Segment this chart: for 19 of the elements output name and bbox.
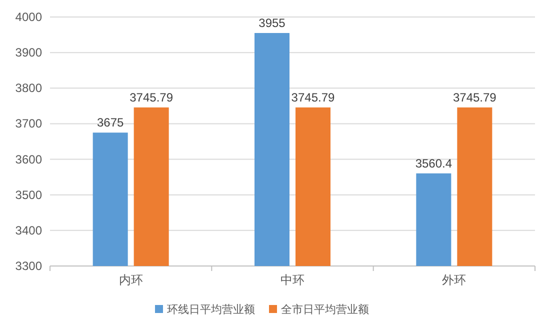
x-tick-label: 中环 [280,273,304,287]
data-label: 3745.79 [130,90,174,104]
y-tick-label: 3500 [15,188,42,202]
data-label: 3955 [258,16,286,30]
y-tick-label: 3700 [15,116,42,131]
data-label: 3675 [96,116,124,130]
data-label: 3745.79 [452,90,497,104]
x-tick-label: 内环 [118,273,143,287]
legend-label: 环线日平均营业额 [167,303,255,316]
legend-label: 全市日平均营业额 [281,303,369,316]
y-tick-label: 3400 [15,223,42,238]
y-tick-label: 3300 [15,259,42,273]
y-tick-label: 3900 [15,46,42,60]
data-label: 3745.79 [291,90,336,104]
y-tick-label: 4000 [15,10,42,24]
y-tick-label: 3600 [15,152,42,166]
data-label: 3560.4 [415,156,452,170]
y-tick-label: 3800 [15,81,42,96]
x-tick-label: 外环 [442,273,466,287]
